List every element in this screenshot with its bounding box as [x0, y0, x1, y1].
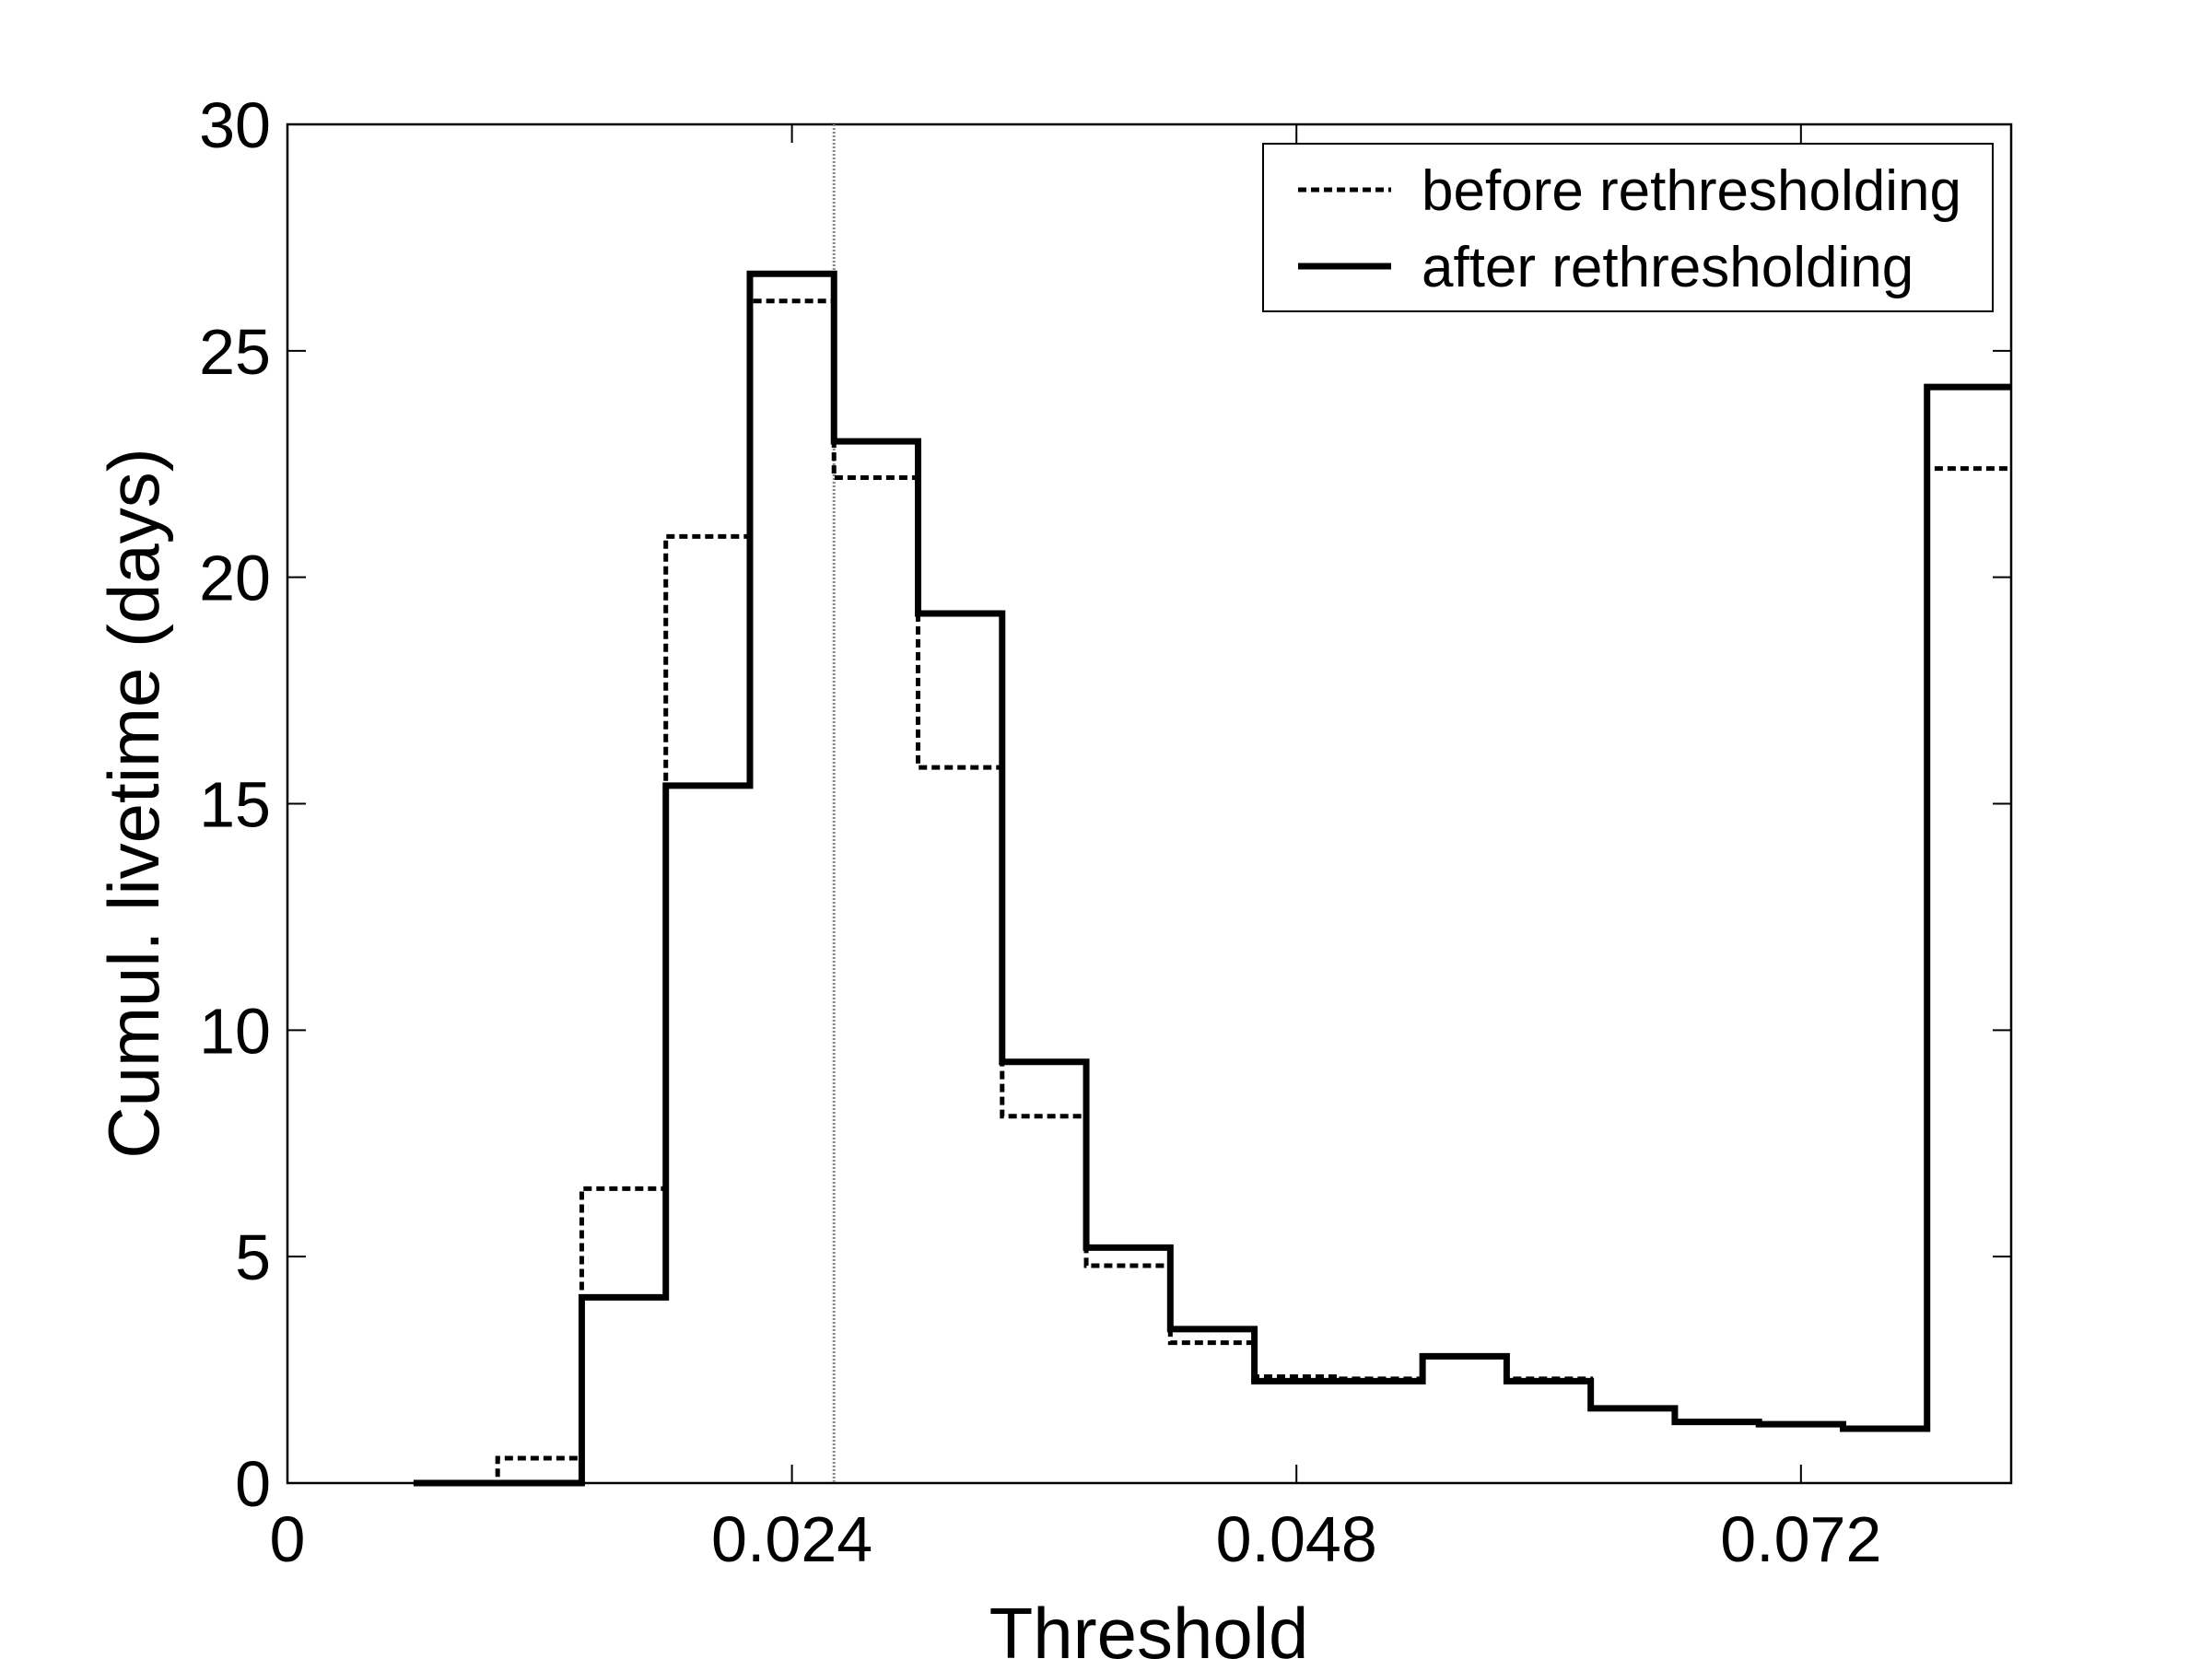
- legend-box: [1262, 143, 1994, 312]
- y-tick-label: 20: [199, 543, 271, 614]
- legend-label-after: after rethresholding: [1422, 236, 1914, 299]
- y-tick-label: 15: [199, 769, 271, 841]
- y-tick-label: 30: [199, 89, 271, 161]
- y-tick-label: 0: [235, 1448, 271, 1520]
- y-tick-label: 25: [199, 316, 271, 388]
- x-tick-label: 0.048: [1216, 1503, 1377, 1575]
- x-tick-label: 0.072: [1720, 1503, 1881, 1575]
- series-after-rethresholding: [413, 270, 2011, 1487]
- y-tick-label: 5: [235, 1221, 271, 1293]
- legend: before rethresholding after rethresholdi…: [1262, 143, 1994, 312]
- plot-area: [286, 123, 2013, 1485]
- x-axis-label: Threshold: [989, 1593, 1309, 1659]
- y-tick-label: 10: [199, 995, 271, 1067]
- y-axis-label: Cumul. livetime (days): [93, 448, 174, 1159]
- legend-label-before: before rethresholding: [1422, 159, 1961, 223]
- x-tick-label: 0.024: [711, 1503, 872, 1575]
- x-tick-label: 0: [270, 1503, 306, 1575]
